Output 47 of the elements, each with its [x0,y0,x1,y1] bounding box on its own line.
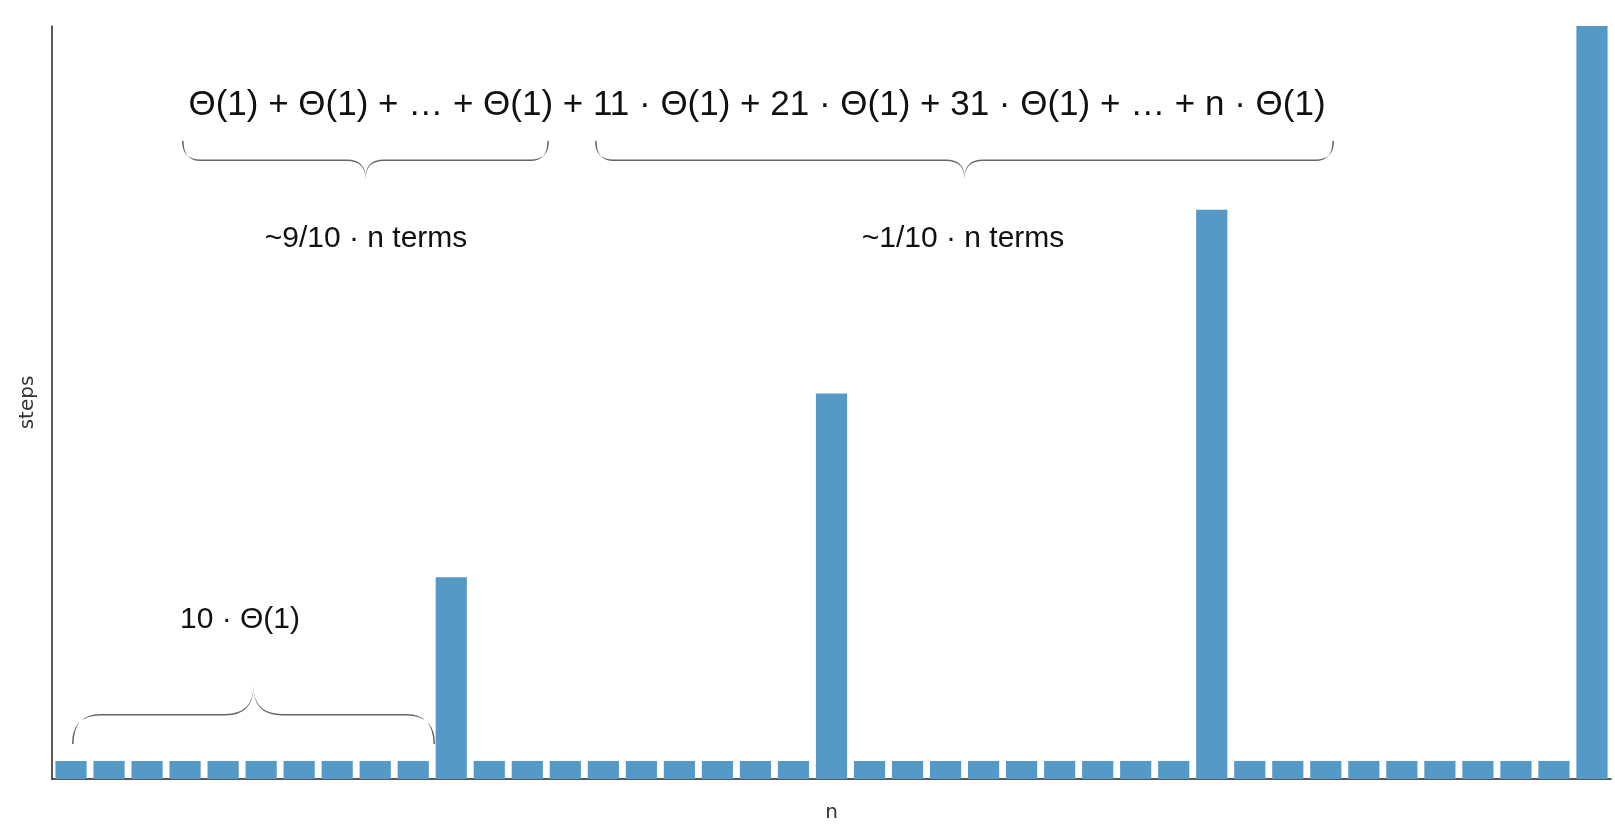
bar [663,760,695,779]
bar [777,760,810,779]
y-axis-title: steps [14,375,38,430]
bar [587,760,619,779]
bar [245,760,277,779]
annotation: ~9/10 · n terms [264,220,468,254]
annotation: Θ(1) + Θ(1) + … + Θ(1) + 11 · Θ(1) + 21 · Θ(1) + 31 · Θ(1) + … + n · Θ(1) [188,83,1326,123]
bar [1272,760,1304,779]
bar [1500,760,1532,779]
bar [321,760,353,779]
bar [1462,760,1494,779]
bar [625,760,657,779]
bar [473,760,505,779]
bar [511,760,543,779]
bar [1386,760,1418,779]
bar [1538,760,1570,779]
bar [815,393,848,779]
bar [397,760,429,779]
bar [1006,760,1038,779]
bar [1234,760,1266,779]
bar [929,760,962,779]
annotation: ~1/10 · n terms [861,220,1065,254]
bar [359,760,391,779]
bar [1348,760,1380,779]
bar [169,760,201,779]
bar [1576,26,1608,779]
bar [739,760,772,779]
bar [853,760,886,779]
bar [1120,760,1152,779]
bar [207,760,239,779]
bar [891,760,924,779]
bar [131,760,163,779]
bar [549,760,581,779]
bar [701,760,734,779]
bar [283,760,315,779]
bar [1424,760,1456,779]
bar [93,760,125,779]
bar [968,760,1000,779]
bar [435,577,467,779]
x-axis-title: n [825,799,838,823]
bar [1082,760,1114,779]
bar [55,760,87,779]
bar [1310,760,1342,779]
bar [1044,760,1076,779]
bar [1158,760,1190,779]
annotation: 10 · Θ(1) [179,601,301,635]
bar [1196,209,1228,779]
